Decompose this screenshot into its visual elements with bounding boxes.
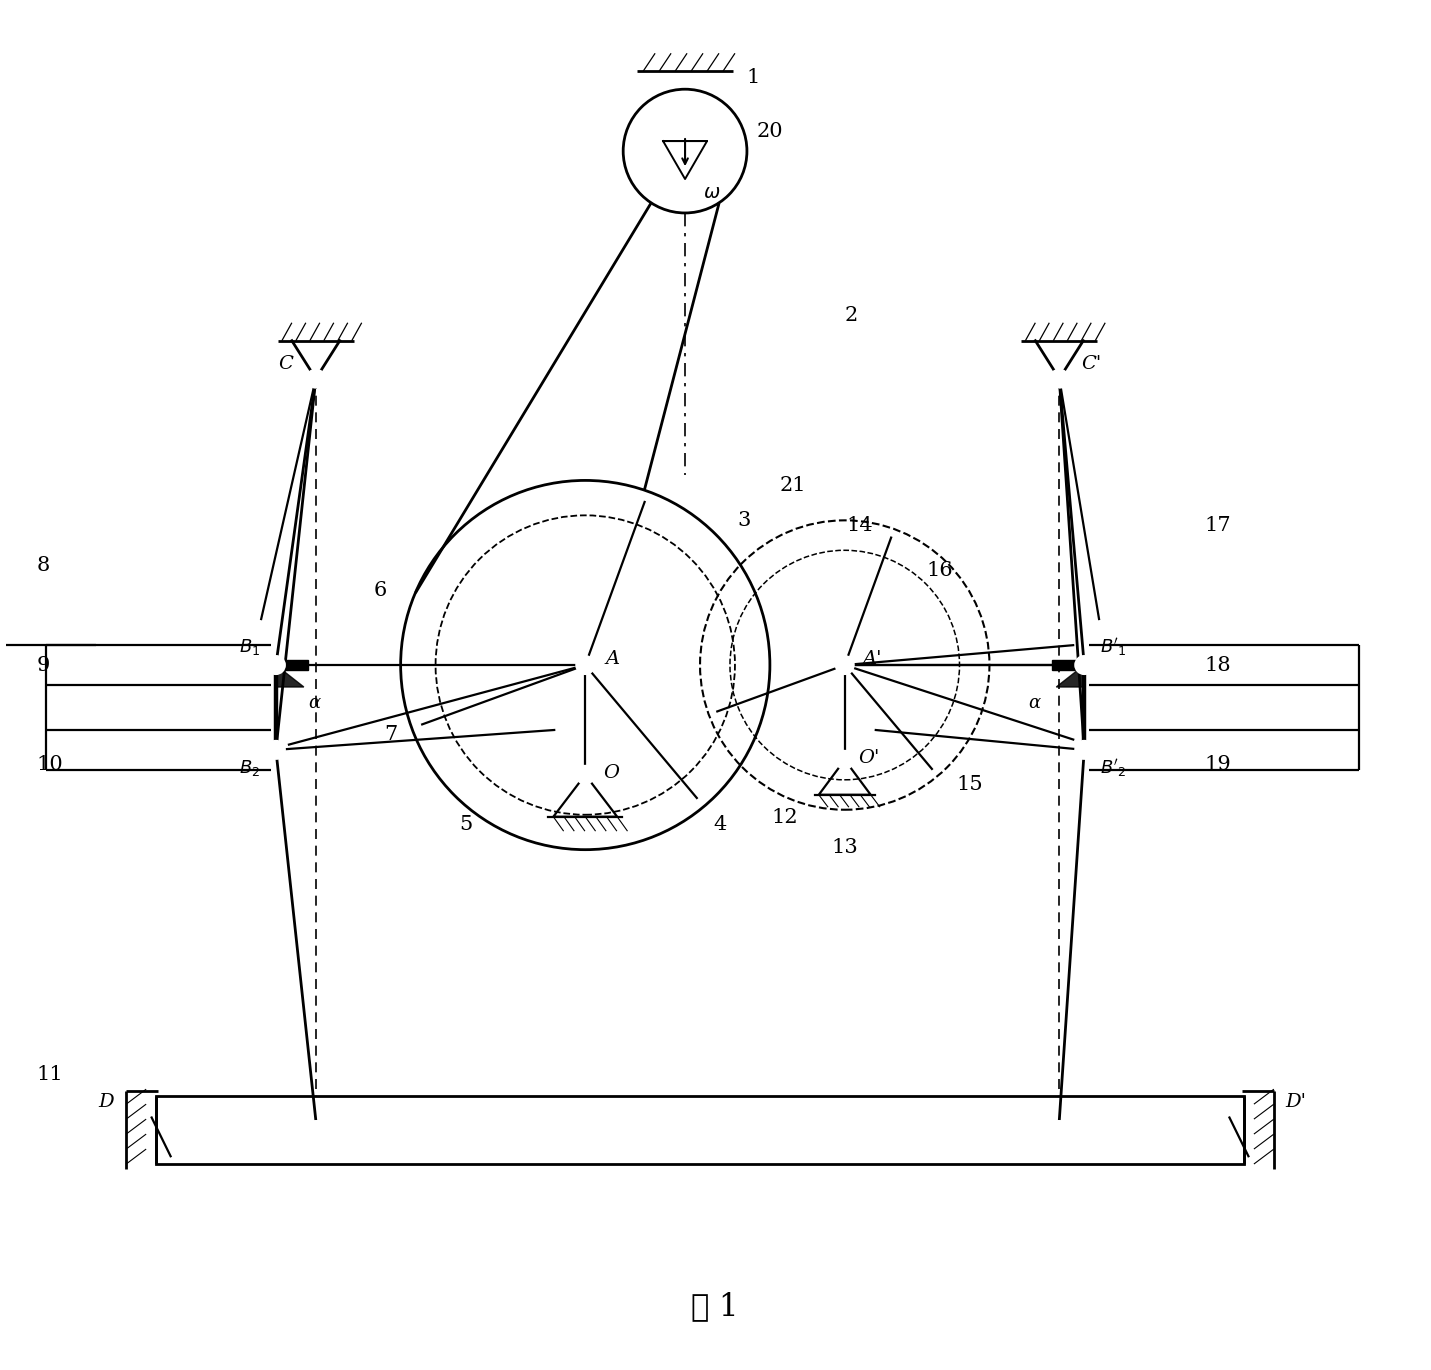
Polygon shape [1056,664,1085,686]
Text: 8: 8 [36,556,50,575]
Text: 19: 19 [1203,755,1231,774]
Text: $B'_1$: $B'_1$ [1100,636,1126,658]
Bar [156,1096,1244,1164]
Polygon shape [276,660,308,670]
Text: 13: 13 [831,838,859,858]
Circle shape [1050,1121,1069,1138]
Text: 11: 11 [36,1064,63,1084]
Text: 3: 3 [737,511,750,530]
Circle shape [306,370,325,388]
Circle shape [836,656,854,674]
Text: 9: 9 [36,655,50,674]
Text: α: α [308,695,321,712]
Text: 18: 18 [1203,655,1231,674]
Text: D': D' [1285,1093,1307,1111]
Text: 21: 21 [780,475,807,495]
Text: 14: 14 [846,516,873,534]
Circle shape [1050,370,1069,388]
Circle shape [577,656,594,674]
Text: O: O [604,764,620,782]
Polygon shape [1052,660,1085,670]
Text: 15: 15 [956,775,983,795]
Circle shape [268,656,285,674]
Text: 2: 2 [844,307,859,325]
Text: C: C [279,355,293,373]
Text: 20: 20 [757,122,784,141]
Text: O': O' [859,749,880,767]
Circle shape [306,1121,325,1138]
Text: 1: 1 [747,67,760,86]
Text: $B'_2$: $B'_2$ [1100,756,1126,778]
Text: α: α [1029,695,1040,712]
Text: 图 1: 图 1 [691,1292,738,1322]
Text: A': A' [863,649,881,669]
Circle shape [268,741,285,759]
Text: $\omega$: $\omega$ [703,184,720,201]
Text: D: D [99,1093,114,1111]
Text: 6: 6 [373,581,388,600]
Text: $B_2$: $B_2$ [239,758,260,778]
Text: A: A [605,649,620,669]
Text: 10: 10 [36,755,63,774]
Text: 7: 7 [384,725,398,744]
Circle shape [678,144,693,158]
Text: 17: 17 [1203,516,1231,534]
Text: 12: 12 [771,808,798,827]
Text: C': C' [1080,355,1102,373]
Text: 5: 5 [459,815,472,834]
Circle shape [1075,741,1093,759]
Text: $B_1$: $B_1$ [239,637,260,658]
Circle shape [577,766,594,784]
Circle shape [1075,656,1093,674]
Text: 16: 16 [926,560,953,580]
Text: 4: 4 [714,815,727,834]
Polygon shape [276,664,303,686]
Circle shape [836,751,854,769]
